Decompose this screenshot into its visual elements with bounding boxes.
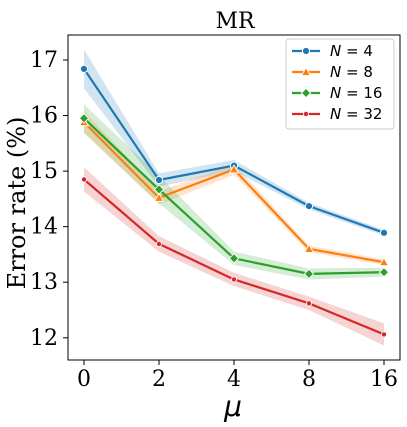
y-tick-label: 12 <box>30 326 58 351</box>
data-markers <box>78 64 390 338</box>
series-2-point-5 <box>378 256 390 267</box>
series-1-point-1 <box>79 64 89 73</box>
y-axis-ticks: 12 13 14 15 16 17 <box>30 48 68 351</box>
legend-marker-4 <box>302 111 309 118</box>
series-4-point-1 <box>81 176 88 183</box>
x-axis-ticks: 0 2 4 8 16 <box>77 360 398 392</box>
series-4-point-3 <box>230 276 237 283</box>
chart-title: MR <box>215 9 256 34</box>
x-tick-label: 0 <box>77 367 91 392</box>
series-2-point-4 <box>303 243 315 253</box>
legend-marker-2 <box>300 66 312 76</box>
series-3-point-4 <box>303 268 315 280</box>
x-tick-label: 16 <box>370 367 398 392</box>
series-4-point-4 <box>305 300 312 307</box>
legend-label-2: N = 8 <box>330 63 373 81</box>
y-tick-label: 15 <box>30 159 58 184</box>
series-2-band <box>84 111 384 265</box>
y-tick-label: 13 <box>30 270 58 295</box>
series-4-point-5 <box>380 331 387 338</box>
series-3-point-3 <box>228 253 240 264</box>
series-2-point-3 <box>228 164 240 174</box>
y-tick-label: 17 <box>30 48 58 73</box>
y-tick-label: 16 <box>30 104 58 129</box>
series-3-point-1 <box>78 113 90 124</box>
x-axis-label: μ <box>223 390 242 423</box>
legend-marker-1 <box>301 46 311 56</box>
series-4-point-2 <box>155 240 162 247</box>
x-tick-label: 2 <box>152 367 166 392</box>
legend-label-4: N = 32 <box>330 105 382 123</box>
series-3-point-5 <box>378 266 390 278</box>
series-1-point-2 <box>154 175 164 185</box>
chart-legend: N = 4 N = 8 N = 16 N = 32 <box>285 38 395 130</box>
series-2-point-2 <box>153 192 165 202</box>
legend-label-1: N = 4 <box>330 42 373 60</box>
y-tick-label: 14 <box>30 215 58 240</box>
legend-label-3: N = 16 <box>330 84 382 102</box>
y-axis-label: Error rate (%) <box>3 117 31 290</box>
series-3-point-2 <box>153 184 165 195</box>
legend-marker-3 <box>300 87 312 99</box>
legend-box <box>285 38 395 130</box>
x-tick-label: 4 <box>227 367 241 392</box>
series-1-point-5 <box>379 228 389 237</box>
series-1-point-4 <box>304 202 314 211</box>
x-tick-label: 8 <box>302 367 316 392</box>
